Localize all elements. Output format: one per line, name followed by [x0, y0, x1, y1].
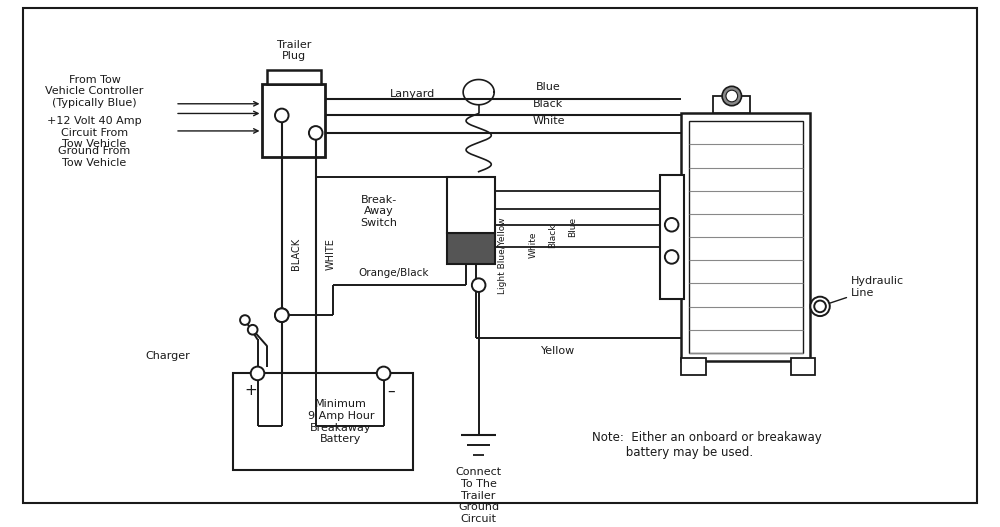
Text: Orange/Black: Orange/Black	[358, 268, 429, 278]
Text: Blue: Blue	[536, 82, 561, 92]
Text: Hydraulic
Line: Hydraulic Line	[851, 276, 904, 298]
Text: Note:  Either an onboard or breakaway
         battery may be used.: Note: Either an onboard or breakaway bat…	[592, 431, 822, 459]
Bar	[689, 121, 803, 353]
Circle shape	[251, 367, 264, 380]
Text: +12 Volt 40 Amp
Circuit From
Tow Vehicle: +12 Volt 40 Amp Circuit From Tow Vehicle	[47, 116, 142, 150]
Text: Yellow: Yellow	[541, 346, 575, 356]
Text: Blue: Blue	[568, 217, 577, 238]
Circle shape	[810, 297, 830, 316]
Circle shape	[275, 109, 289, 122]
Text: +: +	[244, 383, 257, 398]
Text: Trailer
Plug: Trailer Plug	[277, 40, 311, 61]
Bar	[713, 96, 750, 113]
Text: –: –	[388, 383, 395, 398]
Circle shape	[309, 126, 323, 140]
Circle shape	[240, 315, 250, 325]
Text: Ground From
Tow Vehicle: Ground From Tow Vehicle	[58, 147, 131, 168]
Text: From Tow
Vehicle Controller
(Typically Blue): From Tow Vehicle Controller (Typically B…	[45, 74, 144, 108]
Text: Connect
To The
Trailer
Ground
Circuit: Connect To The Trailer Ground Circuit	[456, 467, 502, 524]
Text: Black: Black	[548, 224, 557, 248]
Text: Charger: Charger	[145, 351, 190, 361]
Circle shape	[722, 86, 741, 106]
Text: White: White	[529, 231, 538, 258]
Bar	[660, 175, 684, 299]
Text: WHITE: WHITE	[325, 238, 335, 270]
Bar	[447, 233, 495, 264]
Bar	[233, 374, 413, 471]
Text: Black: Black	[533, 99, 564, 109]
Text: Light Blue/Yellow: Light Blue/Yellow	[498, 217, 507, 294]
Circle shape	[665, 250, 678, 264]
Circle shape	[275, 308, 289, 322]
Circle shape	[275, 308, 289, 322]
Bar	[791, 358, 815, 375]
Text: Lanyard: Lanyard	[390, 89, 435, 99]
Text: BLACK: BLACK	[291, 238, 301, 270]
Bar	[262, 84, 325, 157]
Text: White: White	[532, 116, 565, 126]
Circle shape	[726, 90, 738, 102]
Bar	[267, 70, 321, 84]
Text: Break-
Away
Switch: Break- Away Switch	[360, 195, 397, 228]
Circle shape	[377, 367, 390, 380]
Circle shape	[248, 325, 258, 335]
Circle shape	[814, 300, 826, 312]
Circle shape	[472, 278, 485, 292]
Text: Minimum
9 Amp Hour
Breakaway
Battery: Minimum 9 Amp Hour Breakaway Battery	[308, 399, 374, 444]
Bar	[681, 358, 706, 375]
Bar	[681, 113, 810, 361]
Circle shape	[665, 218, 678, 231]
Bar	[447, 177, 495, 233]
